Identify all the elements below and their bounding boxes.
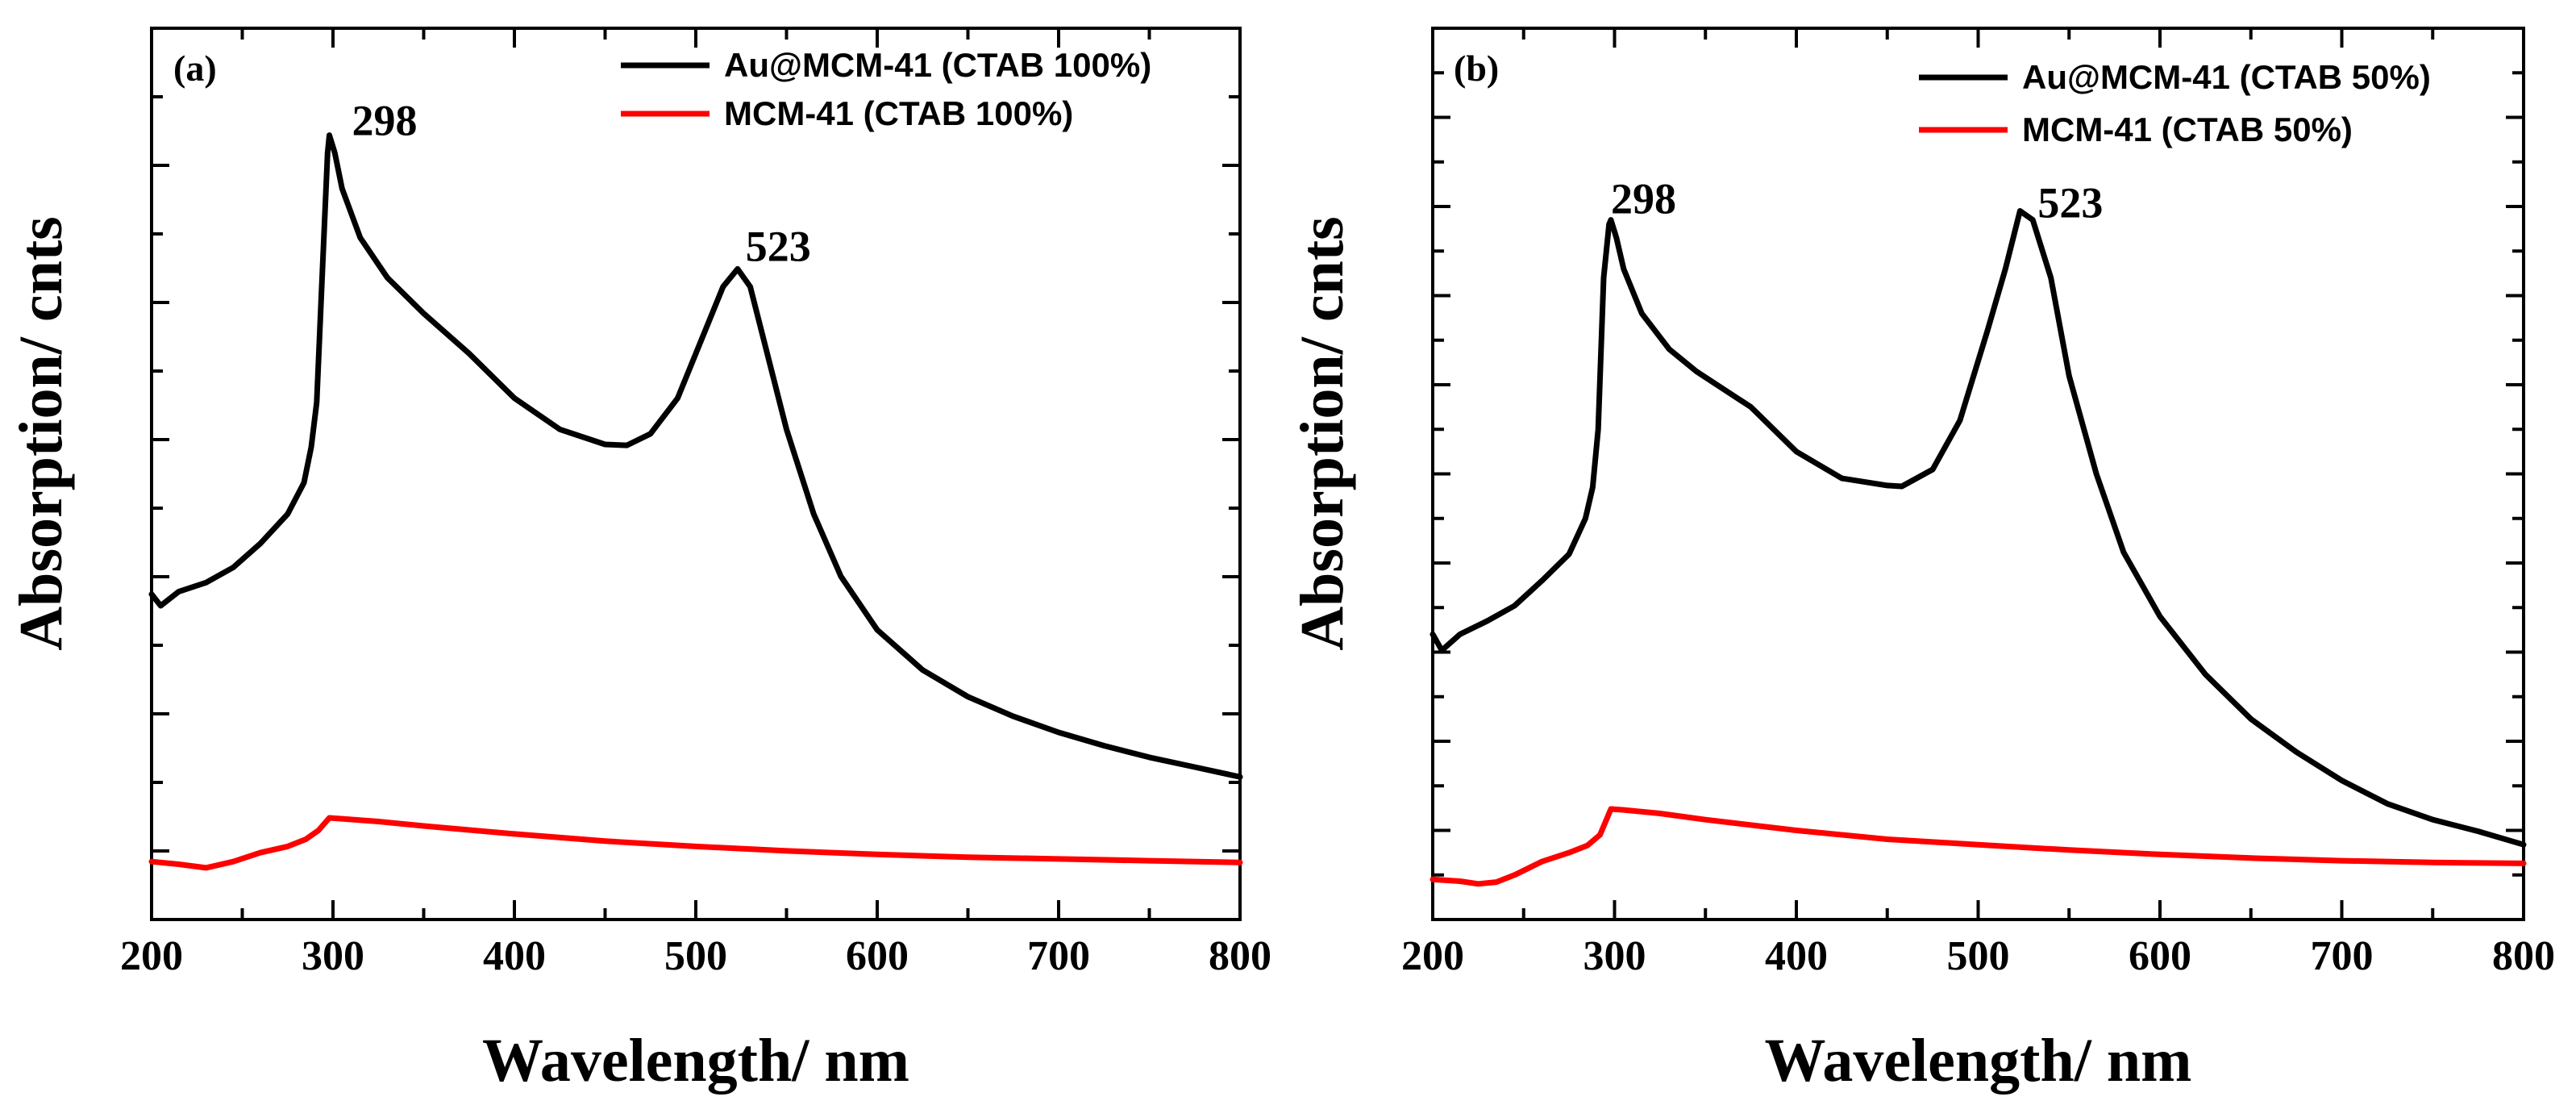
x-tick-label: 500	[1947, 933, 2010, 979]
y-axis-title: Absorption/ cnts	[1288, 216, 1356, 650]
peak-label-298: 298	[352, 97, 418, 145]
x-tick-label: 400	[1765, 933, 1828, 979]
plot-frame	[150, 27, 1242, 921]
legend: Au@MCM-41 (CTAB 50%) MCM-41 (CTAB 50%)	[1919, 58, 2431, 148]
x-tick-label: 300	[302, 933, 364, 979]
x-tick-label: 600	[846, 933, 909, 979]
series-line-au-mcm41	[148, 132, 1243, 780]
panel-label: (b)	[1454, 48, 1499, 89]
x-axis-title: Wavelength/ nm	[1765, 1027, 2192, 1095]
legend-entry: MCM-41 (CTAB 100%)	[724, 94, 1073, 132]
x-tick-label: 700	[2311, 933, 2374, 979]
legend-entry: Au@MCM-41 (CTAB 100%)	[724, 46, 1151, 84]
panel-label: (a)	[173, 48, 217, 89]
legend: Au@MCM-41 (CTAB 100%) MCM-41 (CTAB 100%)	[621, 46, 1151, 132]
legend-entry: Au@MCM-41 (CTAB 50%)	[2022, 58, 2431, 96]
x-tick-label: 800	[2492, 933, 2555, 979]
peak-label-523: 523	[746, 222, 811, 270]
x-tick-label: 700	[1027, 933, 1090, 979]
chart-panel-b: 200 300 400 500 600 700 800 Wavelength/ nm Absor…	[1288, 27, 2555, 1095]
x-tick-label: 500	[664, 933, 727, 979]
x-axis-title: Wavelength/ nm	[482, 1027, 909, 1095]
series-line-au-mcm41	[1429, 208, 2527, 848]
x-tick-label: 400	[483, 933, 546, 979]
x-tick-label: 800	[1209, 933, 1271, 979]
legend-entry: MCM-41 (CTAB 50%)	[2022, 111, 2353, 148]
peak-label-298: 298	[1611, 175, 1676, 223]
x-tick-label: 200	[1401, 933, 1464, 979]
peak-label-523: 523	[2037, 179, 2103, 227]
x-tick-label: 600	[2129, 933, 2191, 979]
series-line-mcm41	[148, 815, 1243, 871]
x-tick-label: 200	[120, 933, 183, 979]
y-axis-title: Absorption/ cnts	[7, 216, 75, 650]
x-tick-label: 300	[1583, 933, 1646, 979]
chart-panel-a: 200 300 400 500 600 700 800 Wavelength/ nm Absor…	[7, 27, 1271, 1095]
series-line-mcm41	[1429, 806, 2527, 887]
